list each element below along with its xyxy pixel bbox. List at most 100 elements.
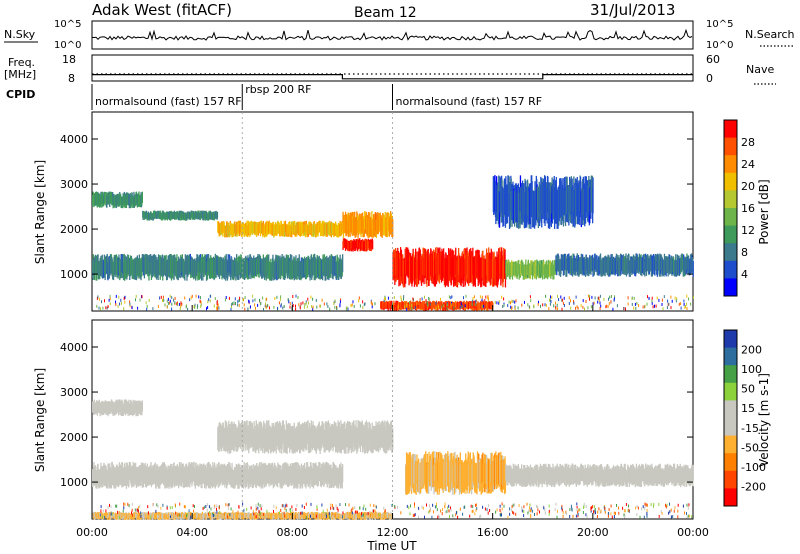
heatmap-cell (599, 307, 601, 310)
heatmap-cell (292, 304, 294, 307)
heatmap-cell (100, 307, 102, 311)
nsearch-tick-top: 10^5 (706, 19, 733, 30)
heatmap-cell (666, 306, 668, 310)
heatmap-cell (507, 304, 509, 307)
heatmap-cell (194, 305, 196, 309)
heatmap-cell (403, 295, 405, 299)
heatmap-cell (479, 295, 481, 299)
heatmap-cell (362, 300, 364, 304)
heatmap-cell (557, 294, 558, 298)
heatmap-cell (115, 303, 117, 307)
heatmap-cell (265, 302, 266, 306)
heatmap-cell (230, 305, 232, 309)
heatmap-cell (548, 307, 550, 311)
heatmap-cell (385, 297, 386, 301)
heatmap-cell (141, 400, 143, 412)
heatmap-cell (678, 302, 680, 306)
heatmap-cell (146, 307, 148, 311)
heatmap-cell (563, 296, 565, 300)
heatmap-cell (326, 302, 328, 306)
heatmap-cell (590, 305, 592, 309)
heatmap-cell (487, 297, 489, 301)
heatmap-cell (443, 304, 445, 308)
heatmap-cell (636, 301, 638, 305)
heatmap-cell (514, 300, 516, 304)
heatmap-cell (129, 300, 131, 304)
heatmap-cell (470, 303, 472, 306)
heatmap-cell (464, 307, 466, 311)
heatmap-cell (529, 295, 531, 299)
heatmap-cell (185, 305, 187, 309)
heatmap-cell (243, 298, 244, 302)
heatmap-cell (109, 302, 111, 306)
heatmap-cell (174, 301, 176, 305)
heatmap-cell (374, 302, 376, 306)
heatmap-cell (580, 304, 582, 308)
heatmap-cell (494, 300, 496, 304)
heatmap-cell (169, 301, 171, 305)
heatmap-cell (148, 299, 150, 302)
heatmap-cell (555, 301, 556, 305)
heatmap-cell (282, 306, 284, 310)
heatmap-cell (299, 306, 301, 310)
power-heatmap (92, 175, 694, 311)
heatmap-cell (287, 298, 289, 302)
heatmap-cell (549, 298, 550, 302)
heatmap-cell (648, 296, 650, 300)
heatmap-cell (568, 296, 570, 300)
cpid-segment-label: rbsp 200 RF (245, 83, 311, 96)
heatmap-cell (189, 298, 191, 302)
heatmap-cell (98, 297, 100, 301)
heatmap-cell (656, 296, 658, 300)
heatmap-cell (339, 303, 341, 307)
heatmap-cell (295, 307, 297, 311)
heatmap-cell (440, 297, 441, 301)
heatmap-cell (435, 306, 437, 310)
heatmap-cell (342, 464, 344, 483)
heatmap-cell (517, 306, 519, 310)
heatmap-cell (184, 296, 186, 300)
heatmap-cell (383, 299, 385, 303)
heatmap-cell (387, 296, 389, 300)
heatmap-cell (465, 294, 467, 298)
heatmap-cell (670, 306, 672, 310)
heatmap-cell (555, 306, 557, 310)
cpid-segment-label: normalsound (fast) 157 RF (95, 95, 242, 108)
heatmap-cell (674, 296, 676, 300)
heatmap-cell (651, 296, 653, 300)
heatmap-cell (371, 302, 373, 306)
heatmap-cell (425, 299, 427, 302)
heatmap-cell (393, 302, 395, 306)
heatmap-cell (206, 307, 207, 311)
heatmap-cell (449, 306, 451, 310)
heatmap-cell (463, 296, 464, 300)
heatmap-cell (207, 300, 209, 304)
heatmap-cell (334, 305, 336, 309)
heatmap-cell (589, 295, 591, 298)
heatmap-cell (228, 296, 230, 300)
heatmap-cell (323, 302, 325, 306)
heatmap-cell (339, 300, 341, 304)
heatmap-cell (179, 302, 181, 306)
heatmap-cell (446, 307, 448, 310)
heatmap-cell (487, 296, 489, 300)
date-title: 31/Jul/2013 (590, 1, 675, 19)
heatmap-cell (661, 298, 663, 302)
heatmap-cell (627, 302, 629, 306)
heatmap-cell (427, 303, 429, 307)
heatmap-cell (321, 298, 323, 302)
heatmap-cell (120, 298, 122, 302)
heatmap-cell (471, 299, 473, 303)
heatmap-cell (472, 296, 474, 300)
heatmap-cell (429, 302, 431, 306)
heatmap-cell (231, 302, 233, 306)
heatmap-cell (654, 304, 655, 308)
heatmap-cell (259, 298, 260, 302)
heatmap-cell (638, 304, 640, 308)
heatmap-cell (573, 301, 575, 305)
nsky-tick-top: 10^5 (54, 19, 81, 30)
heatmap-cell (295, 294, 297, 298)
heatmap-cell (647, 295, 648, 299)
heatmap-cell (265, 298, 267, 302)
heatmap-cell (560, 295, 562, 299)
